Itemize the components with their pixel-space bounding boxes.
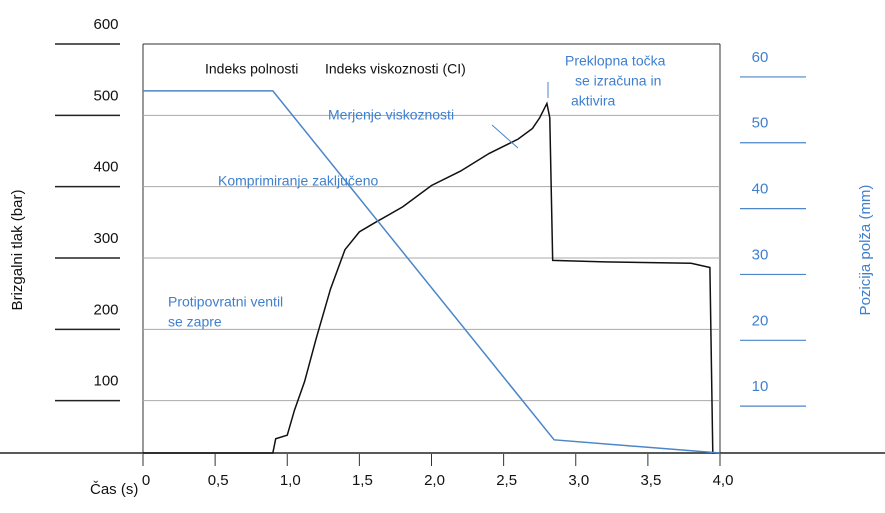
x-axis-label: Čas (s) (90, 481, 138, 498)
annotation: Komprimiranje zaključeno (218, 173, 379, 189)
series-line (143, 101, 720, 454)
annotation: Indeks viskoznosti (CI) (325, 61, 466, 77)
x-tick-label: 1,5 (352, 472, 373, 489)
y-axis-label: Brizgalni tlak (bar) (9, 190, 26, 311)
y-tick-label: 300 (93, 230, 118, 247)
y2-tick-label: 30 (752, 246, 769, 263)
annotation: Merjenje viskoznosti (328, 107, 454, 123)
x-tick-label: 4,0 (713, 472, 734, 489)
y2-tick-label: 40 (752, 181, 769, 198)
y2-tick-label: 10 (752, 378, 769, 395)
y-tick-label: 100 (93, 373, 118, 390)
annotation: aktivira (571, 93, 616, 109)
series-line (143, 90, 721, 454)
x-tick-label: 0 (142, 472, 150, 489)
x-tick-label: 3,5 (640, 472, 661, 489)
y2-axis-label: Pozicija polža (mm) (857, 185, 874, 316)
y2-tick-label: 20 (752, 312, 769, 329)
annotation: Indeks polnosti (205, 61, 298, 77)
annotation: Protipovratni ventil (168, 294, 283, 310)
y-tick-label: 200 (93, 301, 118, 318)
y-tick-label: 500 (93, 87, 118, 104)
x-tick-label: 2,5 (496, 472, 517, 489)
annotation: se izračuna in (575, 73, 661, 89)
x-tick-label: 3,0 (568, 472, 589, 489)
annotation: se zapre (168, 314, 222, 330)
y-tick-label: 600 (93, 16, 118, 33)
y2-tick-label: 50 (752, 115, 769, 132)
y2-tick-label: 60 (752, 49, 769, 66)
x-tick-label: 0,5 (208, 472, 229, 489)
annotation: Preklopna točka (565, 53, 666, 69)
y-tick-label: 400 (93, 159, 118, 176)
x-tick-label: 2,0 (424, 472, 445, 489)
leader-line (491, 124, 519, 149)
x-tick-label: 1,0 (280, 472, 301, 489)
